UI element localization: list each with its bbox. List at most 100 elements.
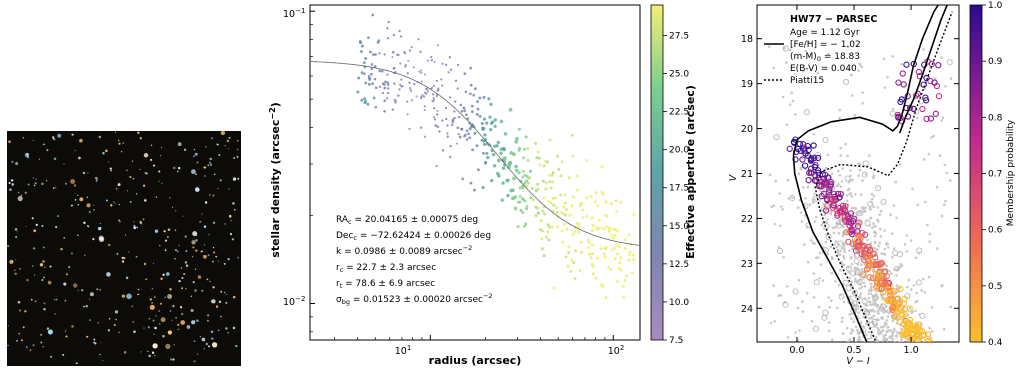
field-star <box>224 223 226 225</box>
field-star-point <box>864 173 868 176</box>
field-star-point <box>864 322 868 325</box>
field-star-point <box>865 219 869 222</box>
field-star-point <box>808 203 812 206</box>
field-star <box>162 334 165 338</box>
field-star <box>95 180 98 183</box>
field-star <box>46 327 50 330</box>
field-star-point <box>895 342 898 345</box>
cmd-yticklabel: 18 <box>741 34 753 45</box>
density-point <box>450 123 454 127</box>
field-star <box>237 139 239 142</box>
member-star <box>830 202 838 209</box>
field-star-point <box>872 222 875 225</box>
density-point <box>374 53 377 56</box>
field-star <box>87 172 89 174</box>
density-point <box>472 93 476 97</box>
member-star <box>894 111 901 119</box>
field-star <box>65 182 67 185</box>
density-xticklabels: 101 102 <box>395 344 625 357</box>
field-star <box>193 148 196 151</box>
field-star-point <box>923 87 927 91</box>
density-point <box>449 96 452 99</box>
field-star-point <box>812 133 816 136</box>
field-star-point <box>785 123 789 126</box>
density-point <box>587 252 591 256</box>
density-point <box>591 224 595 227</box>
field-star-point <box>883 86 887 89</box>
field-star <box>143 327 145 329</box>
field-star-point <box>825 220 828 224</box>
density-point <box>426 90 430 93</box>
field-star-point <box>879 331 883 335</box>
density-point <box>567 251 571 255</box>
field-star-point <box>834 240 838 243</box>
member-star <box>876 270 883 277</box>
field-star-point <box>812 325 819 332</box>
piatti15-isochrone <box>814 11 953 342</box>
field-star <box>21 339 23 342</box>
field-star <box>132 321 134 323</box>
field-star-point <box>853 257 860 264</box>
field-star <box>55 186 57 188</box>
density-point <box>510 196 515 201</box>
field-star-point <box>869 286 873 290</box>
member-star <box>891 304 898 312</box>
density-point <box>519 209 523 212</box>
field-star <box>63 282 67 286</box>
field-star-point <box>856 331 860 335</box>
field-star <box>74 149 76 152</box>
density-point <box>571 232 575 236</box>
field-star-point <box>862 281 866 285</box>
member-star <box>792 156 799 163</box>
field-star-point <box>914 256 918 260</box>
field-star-point <box>867 337 870 341</box>
member-star <box>826 192 833 199</box>
density-point <box>526 147 530 151</box>
member-star <box>872 254 879 261</box>
field-star <box>86 196 89 198</box>
field-star-point <box>813 242 816 245</box>
density-point <box>613 234 617 238</box>
member-star <box>905 321 912 329</box>
parsec-isochrone <box>792 5 949 342</box>
field-star <box>8 140 11 143</box>
membership-cbar-ticklabel: 0.9 <box>988 57 1003 67</box>
member-star <box>786 145 793 152</box>
field-star <box>120 151 123 153</box>
field-star-point <box>781 208 784 211</box>
density-point <box>457 132 460 136</box>
member-star <box>916 327 924 334</box>
density-point <box>517 127 521 131</box>
member-star <box>909 331 917 338</box>
density-point <box>531 198 535 202</box>
field-star-point <box>857 174 860 177</box>
field-star-point <box>841 332 845 335</box>
field-star-point <box>927 152 931 156</box>
density-point <box>420 71 423 74</box>
field-star <box>118 331 120 333</box>
field-star <box>164 239 168 242</box>
field-star <box>85 304 88 308</box>
density-point <box>515 136 519 141</box>
field-star <box>41 278 44 282</box>
density-point <box>362 61 366 65</box>
field-star-point <box>804 49 808 53</box>
legend-ebv: E(B-V) = 0.040 <box>790 64 857 74</box>
density-point <box>556 225 560 229</box>
field-star <box>194 152 198 156</box>
density-point <box>453 116 456 120</box>
density-point <box>530 186 534 190</box>
field-star-point <box>869 303 872 307</box>
density-point <box>386 83 390 86</box>
field-star-point <box>874 224 877 228</box>
density-point <box>366 102 370 106</box>
legend-piatti: Piatti15 <box>790 76 824 86</box>
member-star <box>814 154 822 162</box>
field-star-point <box>897 340 901 342</box>
field-star-point <box>822 136 829 143</box>
density-point <box>602 252 606 256</box>
member-star <box>894 300 902 307</box>
density-point <box>391 56 394 58</box>
field-star <box>126 190 129 192</box>
density-point <box>495 144 499 148</box>
